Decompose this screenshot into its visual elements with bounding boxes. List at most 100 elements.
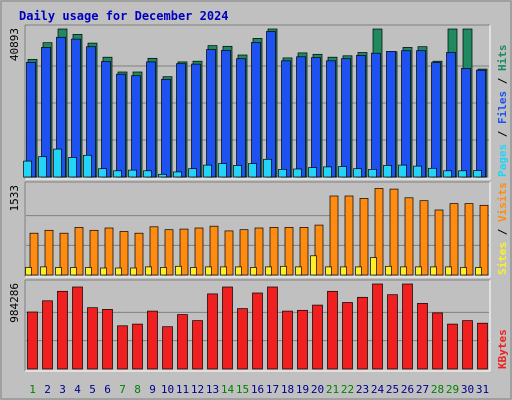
panel-kbytes: 984286 KBytes — [8, 279, 509, 372]
legend-entry-sites: Sites — [496, 242, 509, 275]
x-tick-label-day-7: 7 — [119, 383, 126, 396]
panel-visits-sites: 1533 Sites / Visits — [8, 181, 509, 278]
panel-legend: KBytes — [496, 329, 509, 369]
bar-sites-day-27 — [415, 266, 422, 276]
bar-pages-day-15 — [233, 165, 242, 178]
bar-visits-day-10 — [164, 229, 174, 276]
panel-max-label: 40893 — [8, 28, 21, 61]
bar-visits-day-20 — [314, 224, 324, 276]
bar-sites-day-12 — [190, 267, 197, 276]
legend-separator: / — [496, 222, 509, 242]
x-tick-label-day-23: 23 — [356, 383, 369, 396]
bar-visits-day-4 — [74, 227, 84, 276]
legend-text: KBytes — [496, 329, 509, 369]
bar-visits-day-19 — [299, 227, 309, 276]
bar-files-day-18 — [281, 60, 291, 178]
bar-kbytes-day-21 — [327, 290, 338, 370]
bar-visits-day-21 — [329, 195, 339, 276]
x-tick-label-day-15: 15 — [236, 383, 249, 396]
bar-pages-day-5 — [83, 154, 92, 178]
bar-visits-day-9 — [149, 226, 159, 276]
x-tick-label-day-12: 12 — [191, 383, 204, 396]
bar-sites-day-26 — [400, 266, 407, 276]
bar-kbytes-day-15 — [237, 308, 248, 370]
bar-kbytes-day-12 — [192, 320, 203, 370]
bar-files-day-17 — [266, 31, 276, 178]
bar-visits-day-18 — [284, 227, 294, 276]
bar-visits-day-15 — [239, 229, 249, 276]
x-tick-label-day-5: 5 — [89, 383, 96, 396]
bar-sites-day-31 — [475, 267, 482, 276]
bar-files-day-8 — [131, 75, 141, 178]
panel-max-label: 984286 — [8, 283, 21, 323]
bar-kbytes-day-3 — [57, 290, 68, 370]
bar-files-day-14 — [221, 49, 231, 178]
bar-visits-day-26 — [404, 197, 414, 276]
bar-visits-day-31 — [479, 204, 489, 276]
bar-sites-day-11 — [175, 265, 182, 276]
bar-sites-day-19 — [295, 266, 302, 276]
bar-kbytes-day-1 — [27, 311, 38, 370]
bar-files-day-11 — [176, 63, 186, 178]
bar-kbytes-day-27 — [417, 303, 428, 370]
x-tick-label-day-11: 11 — [176, 383, 189, 396]
bar-pages-day-25 — [383, 165, 392, 178]
x-tick-label-day-31: 31 — [476, 383, 489, 396]
legend-separator: / — [496, 71, 509, 91]
bar-files-day-28 — [431, 62, 441, 178]
bar-visits-day-11 — [179, 228, 189, 276]
bar-sites-day-3 — [55, 267, 62, 276]
bar-kbytes-day-25 — [387, 294, 398, 370]
bar-pages-day-2 — [38, 156, 47, 178]
bar-sites-day-5 — [85, 267, 92, 276]
bar-files-day-22 — [341, 58, 351, 178]
bar-pages-day-28 — [428, 167, 437, 178]
bar-files-day-24 — [371, 52, 381, 178]
bar-pages-day-18 — [278, 169, 287, 178]
x-tick-label-day-9: 9 — [149, 383, 156, 396]
bar-kbytes-day-19 — [297, 309, 308, 370]
bar-pages-day-26 — [398, 164, 407, 178]
bar-pages-day-30 — [458, 170, 467, 178]
x-tick-label-day-21: 21 — [326, 383, 339, 396]
bar-pages-day-23 — [353, 168, 362, 178]
bar-kbytes-day-24 — [372, 283, 383, 370]
bar-files-day-4 — [71, 38, 81, 178]
x-tick-label-day-28: 28 — [431, 383, 444, 396]
bar-pages-day-20 — [308, 167, 317, 178]
bar-files-day-29 — [446, 52, 456, 178]
bar-visits-day-6 — [104, 227, 114, 276]
x-axis-labels: 1 2 3 4 5 6 7 8 9 10 11 12 13 14 15 16 17 18 19 20 21 22 23 24 2… — [29, 383, 489, 396]
x-tick-label-day-1: 1 — [29, 383, 36, 396]
bar-files-day-15 — [236, 58, 246, 178]
bar-files-day-26 — [401, 50, 411, 178]
bar-kbytes-day-23 — [357, 296, 368, 370]
legend-text: Sites / Visits — [496, 182, 509, 275]
x-tick-label-day-20: 20 — [311, 383, 324, 396]
bar-pages-day-11 — [173, 171, 182, 178]
panel-legend: Sites / Visits — [496, 182, 509, 275]
bar-kbytes-day-5 — [87, 307, 98, 370]
bar-sites-day-18 — [280, 265, 287, 276]
bar-sites-day-29 — [445, 266, 452, 276]
legend-entry-pages: Pages — [496, 144, 509, 177]
bar-files-day-1 — [26, 61, 36, 178]
bar-pages-day-31 — [473, 170, 482, 178]
bar-sites-day-16 — [250, 267, 257, 276]
bar-pages-day-8 — [128, 169, 137, 178]
bar-visits-day-2 — [44, 229, 54, 276]
bar-kbytes-day-30 — [462, 320, 473, 370]
bar-files-day-13 — [206, 49, 216, 178]
bar-files-day-21 — [326, 60, 336, 178]
bar-files-day-23 — [356, 55, 366, 178]
x-tick-label-day-4: 4 — [74, 383, 81, 396]
bar-kbytes-day-28 — [432, 312, 443, 370]
bar-kbytes-day-26 — [402, 283, 413, 370]
x-tick-label-day-27: 27 — [416, 383, 429, 396]
bar-pages-day-9 — [143, 170, 152, 178]
bar-visits-day-30 — [464, 203, 474, 276]
bar-kbytes-day-31 — [477, 322, 488, 370]
bar-kbytes-day-13 — [207, 293, 218, 370]
bar-kbytes-day-14 — [222, 286, 233, 370]
